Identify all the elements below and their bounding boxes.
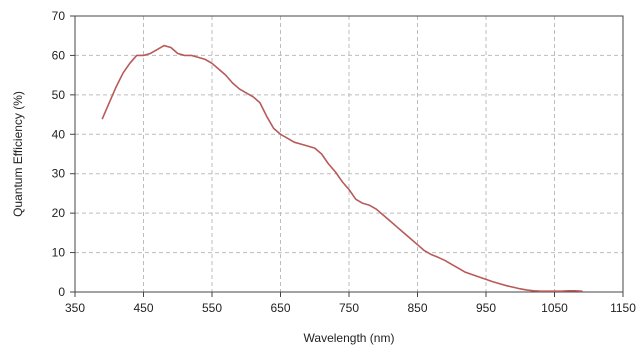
x-tick-label-650: 650 (270, 301, 290, 315)
y-tick-label-20: 20 (52, 206, 66, 220)
y-tick-label-70: 70 (52, 9, 66, 23)
grid-layer (75, 16, 623, 292)
x-tick-label-1050: 1050 (541, 301, 568, 315)
y-tick-label-30: 30 (52, 167, 66, 181)
x-tick-label-450: 450 (133, 301, 153, 315)
x-tick-label-550: 550 (202, 301, 222, 315)
y-tick-label-10: 10 (52, 246, 66, 260)
y-tick-label-0: 0 (58, 285, 65, 299)
axis-layer: 350 450 550 650 750 850 950 1050 1150 0 10 20 30 40 50… (52, 9, 637, 315)
series-line-0 (101, 44, 583, 293)
y-axis-title: Quantum Efficiency (%) (11, 91, 25, 217)
label-layer: Wavelength (nm) Quantum Efficiency (%) (11, 91, 394, 345)
x-axis-title: Wavelength (nm) (304, 331, 395, 345)
x-tick-label-850: 850 (407, 301, 427, 315)
series-layer (101, 44, 583, 293)
y-tick-label-40: 40 (52, 127, 66, 141)
y-tick-label-60: 60 (52, 48, 66, 62)
plot-frame (74, 15, 624, 293)
x-tick-label-1150: 1150 (610, 301, 636, 315)
x-tick-label-750: 750 (339, 301, 359, 315)
x-tick-label-350: 350 (65, 301, 85, 315)
y-tick-label-50: 50 (52, 88, 66, 102)
x-tick-label-950: 950 (476, 301, 496, 315)
